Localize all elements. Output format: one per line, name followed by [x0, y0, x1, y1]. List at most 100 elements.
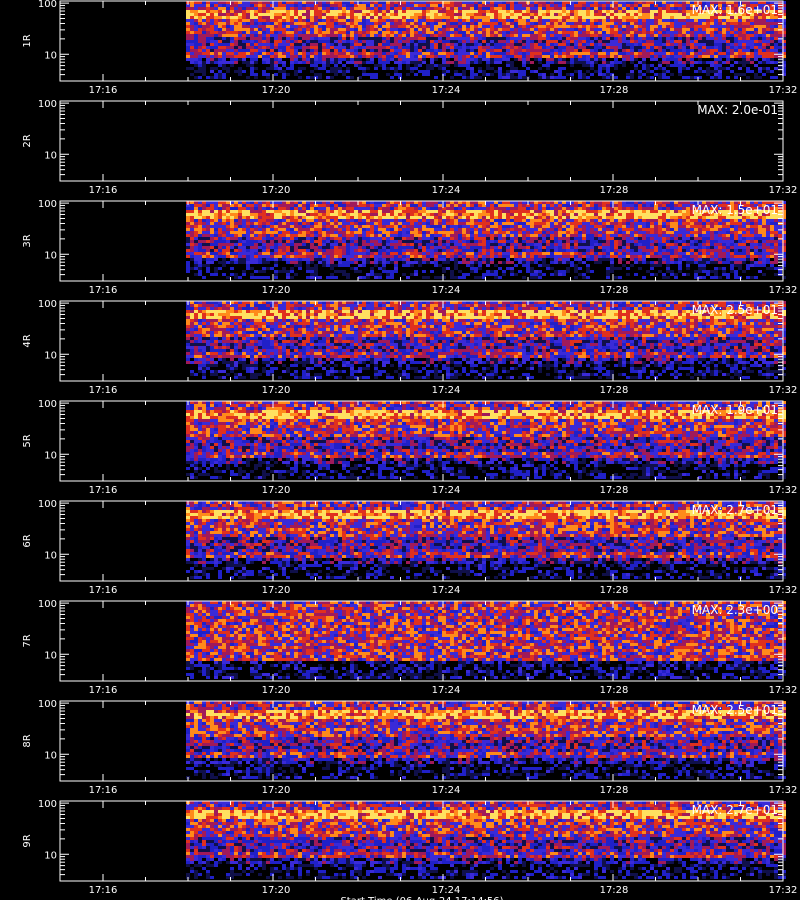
heatmap-cell	[410, 40, 414, 43]
heatmap-cell	[582, 10, 586, 13]
heatmap-cell	[478, 34, 482, 37]
heatmap-cell	[254, 231, 258, 234]
heatmap-cell	[258, 28, 262, 31]
heatmap-cell	[742, 52, 746, 55]
heatmap-cell	[218, 210, 222, 213]
heatmap-cell	[414, 52, 418, 55]
heatmap-cell	[598, 64, 602, 67]
heatmap-cell	[334, 4, 338, 7]
heatmap-cell	[450, 40, 454, 43]
y-tick-label: 10	[44, 50, 57, 61]
heatmap-cell	[606, 4, 610, 7]
heatmap-cell	[242, 31, 246, 34]
heatmap-cell	[246, 76, 250, 79]
heatmap-cell	[362, 52, 366, 55]
heatmap-cell	[382, 22, 386, 25]
heatmap-cell	[526, 28, 530, 31]
heatmap-cell	[470, 58, 474, 61]
heatmap-cell	[478, 13, 482, 16]
heatmap-cell	[342, 70, 346, 73]
heatmap-cell	[466, 34, 470, 37]
heatmap-cell	[534, 22, 538, 25]
heatmap-cell	[618, 61, 622, 64]
heatmap-cell	[582, 34, 586, 37]
heatmap-cell	[770, 49, 774, 52]
heatmap-cell	[662, 7, 666, 10]
heatmap-cell	[274, 55, 278, 58]
heatmap-cell	[310, 49, 314, 52]
x-tick-label: 17:32	[769, 85, 798, 96]
heatmap-cell	[414, 73, 418, 76]
heatmap-cell	[238, 246, 242, 249]
heatmap-cell	[394, 58, 398, 61]
heatmap-cell	[650, 4, 654, 7]
heatmap-cell	[618, 13, 622, 16]
heatmap-cell	[678, 13, 682, 16]
heatmap-cell	[286, 273, 290, 276]
heatmap-cell	[766, 43, 770, 46]
heatmap-cell	[538, 34, 542, 37]
heatmap-cell	[690, 22, 694, 25]
heatmap-cell	[698, 52, 702, 55]
heatmap-cell	[538, 22, 542, 25]
heatmap-cell	[294, 16, 298, 19]
heatmap-cell	[682, 16, 686, 19]
heatmap-cell	[266, 246, 270, 249]
heatmap-cell	[462, 52, 466, 55]
heatmap-cell	[490, 19, 494, 22]
heatmap-cell	[642, 61, 646, 64]
heatmap-cell	[342, 31, 346, 34]
heatmap-cell	[386, 22, 390, 25]
heatmap-cell	[262, 28, 266, 31]
heatmap-cell	[342, 22, 346, 25]
heatmap-cell	[642, 19, 646, 22]
heatmap-cell	[206, 46, 210, 49]
heatmap-cell	[566, 52, 570, 55]
heatmap-cell	[274, 237, 278, 240]
heatmap-cell	[298, 61, 302, 64]
heatmap-cell	[738, 40, 742, 43]
heatmap-cell	[382, 37, 386, 40]
heatmap-cell	[618, 37, 622, 40]
heatmap-cell	[286, 210, 290, 213]
heatmap-cell	[334, 64, 338, 67]
heatmap-cell	[306, 49, 310, 52]
heatmap-cell	[462, 40, 466, 43]
heatmap-cell	[334, 46, 338, 49]
heatmap-cell	[670, 49, 674, 52]
heatmap-cell	[278, 34, 282, 37]
heatmap-cell	[558, 22, 562, 25]
heatmap-cell	[482, 10, 486, 13]
heatmap-cell	[574, 40, 578, 43]
heatmap-cell	[526, 34, 530, 37]
heatmap-cell	[386, 16, 390, 19]
heatmap-cell	[518, 70, 522, 73]
heatmap-cell	[534, 13, 538, 16]
heatmap-cell	[526, 61, 530, 64]
heatmap-cell	[246, 267, 250, 270]
heatmap-cell	[758, 49, 762, 52]
heatmap-cell	[590, 7, 594, 10]
heatmap-cell	[662, 58, 666, 61]
heatmap-cell	[254, 237, 258, 240]
heatmap-cell	[274, 207, 278, 210]
heatmap-cell	[358, 76, 362, 79]
heatmap-cell	[530, 61, 534, 64]
heatmap-cell	[202, 70, 206, 73]
heatmap-cell	[206, 231, 210, 234]
heatmap-cell	[770, 55, 774, 58]
heatmap-cell	[374, 37, 378, 40]
heatmap-cell	[266, 37, 270, 40]
heatmap-cell	[222, 61, 226, 64]
heatmap-cell	[330, 19, 334, 22]
heatmap-cell	[214, 255, 218, 258]
heatmap-cell	[750, 25, 754, 28]
heatmap-cell	[542, 37, 546, 40]
heatmap-cell	[486, 34, 490, 37]
heatmap-cell	[202, 264, 206, 267]
heatmap-cell	[546, 67, 550, 70]
heatmap-cell	[634, 28, 638, 31]
heatmap-cell	[290, 222, 294, 225]
heatmap-cell	[466, 10, 470, 13]
heatmap-cell	[226, 7, 230, 10]
